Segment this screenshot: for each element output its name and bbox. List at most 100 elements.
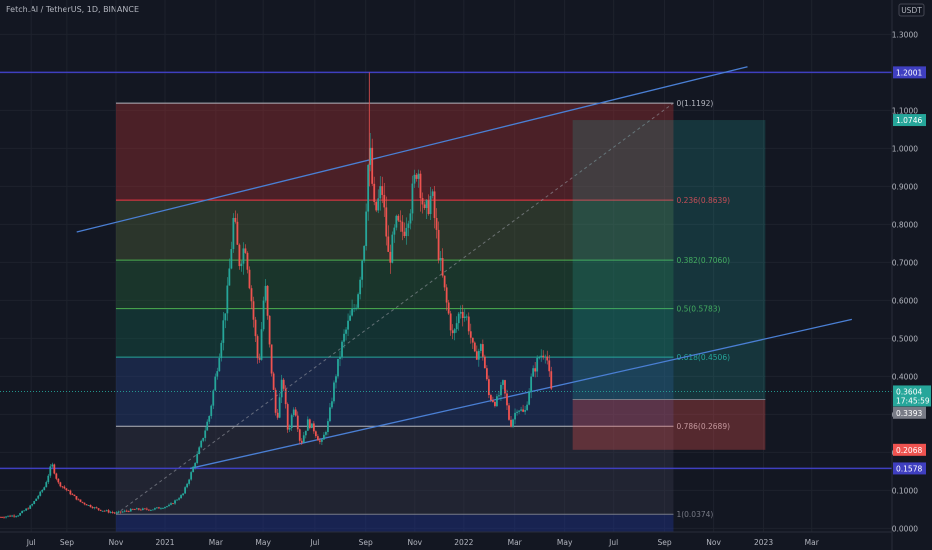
candle-body xyxy=(363,245,366,261)
fib-label: 0.618(0.4506) xyxy=(676,353,730,362)
candle-body xyxy=(55,473,58,479)
candle-body xyxy=(176,499,178,501)
candle-body xyxy=(377,198,380,211)
candle-body xyxy=(93,507,96,509)
candle-body xyxy=(318,440,321,442)
candle-body xyxy=(492,400,494,402)
candle-body xyxy=(459,311,462,314)
candle-body xyxy=(45,482,48,488)
candle-body xyxy=(544,356,547,358)
candle-body xyxy=(357,294,360,308)
candle-body xyxy=(399,220,402,222)
candle-body xyxy=(196,454,199,464)
candle-body xyxy=(538,357,541,359)
candle-body xyxy=(526,404,529,411)
candle-body xyxy=(133,509,136,511)
candle-body xyxy=(429,195,432,215)
candle-body xyxy=(471,337,474,343)
candle-body xyxy=(11,515,13,517)
candle-body xyxy=(190,472,193,480)
candle-body xyxy=(403,231,406,237)
candle-body xyxy=(264,285,267,301)
candle-body xyxy=(518,410,520,412)
candle-body xyxy=(266,285,269,316)
candle-body xyxy=(530,376,533,393)
last-price-badge-bg xyxy=(893,385,931,407)
candle-body xyxy=(393,227,396,235)
candle-body xyxy=(276,412,279,418)
candle-body xyxy=(238,244,241,267)
candle-body xyxy=(296,415,299,430)
candle-body xyxy=(479,344,482,351)
candle-body xyxy=(411,183,414,214)
fib-label: 0.786(0.2689) xyxy=(676,422,730,431)
candle-body xyxy=(375,201,378,211)
candle-body xyxy=(236,221,239,245)
x-tick-label: Nov xyxy=(109,538,124,547)
candle-body xyxy=(170,503,172,505)
candle-body xyxy=(125,510,128,512)
candle-body xyxy=(323,434,325,440)
candle-body xyxy=(154,508,156,510)
candle-body xyxy=(300,440,303,443)
candle-body xyxy=(367,164,370,212)
candle-body xyxy=(232,217,235,250)
candle-body xyxy=(254,319,257,337)
countdown-badge: 17:45:59 xyxy=(896,396,930,405)
fib-trend-line xyxy=(115,102,674,515)
y-tick-label: 0.6000 xyxy=(892,296,918,305)
candle-body xyxy=(335,376,337,383)
candle-body xyxy=(5,516,7,518)
y-tick-label: 0.1000 xyxy=(892,486,918,495)
candle-body xyxy=(343,333,345,342)
x-tick-label: 2022 xyxy=(454,538,473,547)
level-badge: 0.1578 xyxy=(896,464,922,473)
y-tick-label: 0.9000 xyxy=(892,182,918,191)
candle-body xyxy=(536,357,539,372)
candle-body xyxy=(373,183,376,202)
candle-body xyxy=(91,507,94,509)
candle-body xyxy=(222,320,225,343)
candle-body xyxy=(473,342,476,352)
candle-body xyxy=(467,316,470,332)
candle-body xyxy=(204,430,207,438)
candle-body xyxy=(168,504,170,507)
x-tick-label: Jul xyxy=(608,538,618,547)
candle-body xyxy=(63,486,66,489)
candle-body xyxy=(339,356,341,359)
candle-body xyxy=(260,329,263,360)
candle-body xyxy=(149,509,152,511)
candle-body xyxy=(206,421,209,431)
candle-body xyxy=(77,499,80,501)
candle-body xyxy=(256,336,259,359)
candle-body xyxy=(135,508,138,510)
candle-body xyxy=(25,508,28,511)
candle-body xyxy=(99,509,102,511)
candle-body xyxy=(43,487,46,490)
candle-body xyxy=(469,331,472,338)
candle-body xyxy=(115,512,118,514)
candle-body xyxy=(441,258,444,276)
candle-body xyxy=(21,510,24,514)
fib-label: 0(1.1192) xyxy=(676,99,713,108)
candle-body xyxy=(494,401,496,407)
candle-body xyxy=(534,368,537,372)
candle-body xyxy=(192,466,195,473)
candle-body xyxy=(182,493,184,496)
x-tick-label: 2021 xyxy=(155,538,174,547)
candle-body xyxy=(365,211,368,246)
candle-body xyxy=(230,249,233,269)
candle-body xyxy=(306,419,309,431)
candle-body xyxy=(184,487,186,494)
candle-body xyxy=(401,221,404,232)
candle-body xyxy=(17,515,20,517)
candle-body xyxy=(355,307,358,309)
candle-body xyxy=(502,380,504,385)
candle-body xyxy=(433,191,436,218)
fib-label: 0.382(0.7060) xyxy=(676,256,730,265)
candle-body xyxy=(379,186,382,199)
candle-body xyxy=(147,509,150,511)
y-tick-label: 0.7000 xyxy=(892,258,918,267)
candle-body xyxy=(453,329,456,334)
